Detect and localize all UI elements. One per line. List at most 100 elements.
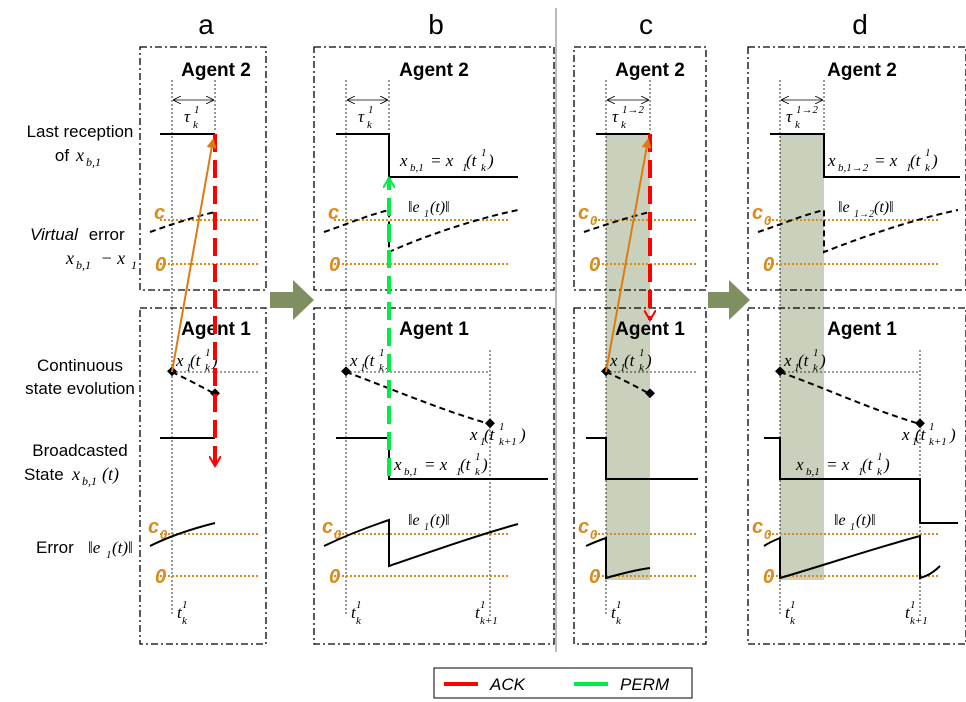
panel-c-label-c0-top-sub: 0 <box>590 213 598 228</box>
panel-b-tau: τ <box>358 107 365 126</box>
panel-c-agent2-box <box>573 46 707 291</box>
panel-c-x1-arg-sub: k <box>639 362 645 374</box>
row-label-of: of <box>55 146 69 165</box>
panel-c-tk-sup: 1 <box>616 599 622 611</box>
panel-d-tau: τ <box>786 107 793 126</box>
panel-b-agent2-box <box>313 46 555 291</box>
panel-a-label-c: c <box>154 202 165 224</box>
panel-b-label-zero-top: 0 <box>329 254 340 276</box>
row-label-state: State <box>24 465 64 484</box>
panel-b-error-curve <box>323 518 519 568</box>
panel-d-label-c0-sub: 0 <box>764 527 772 542</box>
row-label-error-expr-sub: 1 <box>106 549 112 561</box>
panel-c-tk-sub: k <box>616 615 622 627</box>
panel-d-tk1-sub: k+1 <box>910 615 928 627</box>
panel-d-xb-eq-arg-sup: 1 <box>925 147 931 159</box>
panel-a-label-zero-bottom: 0 <box>155 566 166 588</box>
panel-b-xb-sub: b,1 <box>410 162 424 174</box>
panel-b-e1b-end: (t)‖ <box>430 512 450 529</box>
panel-b-xb-eq-close: ) <box>487 151 494 170</box>
panel-b: Agent 2 Agent 1 τ k 1 x b,1 = x 1 (t k 1… <box>313 46 555 645</box>
panel-d-x1-close: ) <box>819 351 826 370</box>
column-label-a: a <box>198 9 214 40</box>
panel-b-e1-sub: 1 <box>424 209 429 220</box>
panel-b-tk1-label: t <box>475 603 481 622</box>
panel-b-x1-arg-sup: 1 <box>379 347 385 359</box>
panel-d-reception-step <box>770 133 960 178</box>
row-label-virtual-minus-sub: 1 <box>131 258 137 272</box>
panel-b-xb2-eq: = x <box>424 455 448 474</box>
row-label-broadcast-sub: b,1 <box>82 474 97 488</box>
panel-d-xb-label: x <box>827 151 836 170</box>
panel-a-label-c0: c <box>148 516 159 538</box>
panel-c: Agent 2 Agent 1 τ k 1→2 c 0 0 x 1 (t k 1… <box>573 46 707 645</box>
panel-a-tk-label: t <box>177 603 183 622</box>
panel-a-label-zero-top: 0 <box>155 254 166 276</box>
panel-d-label-c0-top-sub: 0 <box>764 213 772 228</box>
panel-c-label-zero-top: 0 <box>589 254 600 276</box>
panel-d-xb2-sub: b,1 <box>806 466 820 478</box>
column-label-c: c <box>639 9 653 40</box>
row-label-state-evolution: state evolution <box>25 379 135 398</box>
panel-b-tau-sub: k <box>367 119 373 131</box>
panel-b-xb2-eq-close: ) <box>481 455 488 474</box>
panel-d-xb-sub: b,1→2 <box>838 162 869 174</box>
panel-a-agent1-box <box>139 307 267 645</box>
panel-d-tk1-label: t <box>905 603 911 622</box>
panel-a-x1-close: ) <box>211 351 218 370</box>
row-label-broadcasted: Broadcasted <box>32 441 127 460</box>
panel-b-agent1-title: Agent 1 <box>399 319 469 340</box>
panel-d-error-curve <box>763 534 941 580</box>
panel-d-xk1-sub: 1 <box>912 436 918 448</box>
panel-b-e1-label: ‖e <box>408 199 420 216</box>
panel-b-state-end-dot <box>485 418 495 429</box>
panel-d-label-c0-top: c <box>752 202 763 224</box>
panel-d-e12-sub: 1→2 <box>854 209 874 220</box>
panel-a-label-c0-sub: 0 <box>160 527 168 542</box>
panel-c-x1-close: ) <box>645 351 652 370</box>
panel-b-xb2-eq-sub: 1 <box>456 466 462 478</box>
panel-a-agent2-title: Agent 2 <box>181 60 251 81</box>
row-label-error: Error <box>36 538 74 557</box>
panel-b-state-start-dot <box>341 366 351 377</box>
panel-c-state-curve <box>605 371 651 395</box>
panel-d-broadcast-step <box>764 437 958 524</box>
column-label-b: b <box>428 9 444 40</box>
panel-b-xk1-arg-sup: 1 <box>499 421 505 433</box>
panel-c-tau: τ <box>612 107 619 126</box>
panel-d-e12-label: ‖e <box>838 199 850 216</box>
panel-c-x1-sub: 1 <box>620 362 626 374</box>
panel-a-tau-sup: 1 <box>194 104 200 116</box>
row-label-error-expr-end: (t)‖ <box>112 538 133 557</box>
panel-c-tau-sup: 1→2 <box>622 104 645 116</box>
legend: ACK PERM <box>433 667 693 699</box>
panel-b-tk1-sub: k+1 <box>480 615 498 627</box>
panel-c-x1-arg: (t <box>624 351 636 370</box>
panel-d-agent2-box <box>747 46 966 291</box>
panel-d-e1-label: ‖e <box>834 512 846 529</box>
panel-c-x1-label: x <box>609 351 618 370</box>
panel-c-label-zero-bottom: 0 <box>589 566 600 588</box>
panel-a-tk-sup: 1 <box>182 599 188 611</box>
row-label-virtual-minus: − x <box>96 248 125 268</box>
row-labels: Last reception of x b,1 Virtual error x … <box>24 122 137 561</box>
panel-a-agent2-box <box>139 46 267 291</box>
panel-c-label-c0-top: c <box>578 202 589 224</box>
panel-d-agent1-title: Agent 1 <box>827 319 897 340</box>
panel-b-x1-label: x <box>349 351 358 370</box>
panel-a-x1-arg: (t <box>190 351 202 370</box>
panel-b-tk-label: t <box>351 603 357 622</box>
panel-b-xb-label: x <box>399 151 408 170</box>
panel-d-tk1-sup: 1 <box>910 599 916 611</box>
panel-d-agent2-title: Agent 2 <box>827 60 897 81</box>
panel-b-e1b-label: ‖e <box>408 512 420 529</box>
panel-d-tau-sub: k <box>795 119 801 131</box>
panel-d-xb2-eq-arg-sub: k <box>877 466 883 478</box>
panel-c-tk-label: t <box>611 603 617 622</box>
panel-d-state-curve <box>779 371 921 425</box>
panel-d-x1-label: x <box>783 351 792 370</box>
panel-b-xb-eq-arg-sup: 1 <box>481 147 487 159</box>
panel-d-xb-eq: = x <box>874 151 898 170</box>
panel-d-e12-end: (t)‖ <box>874 199 894 216</box>
